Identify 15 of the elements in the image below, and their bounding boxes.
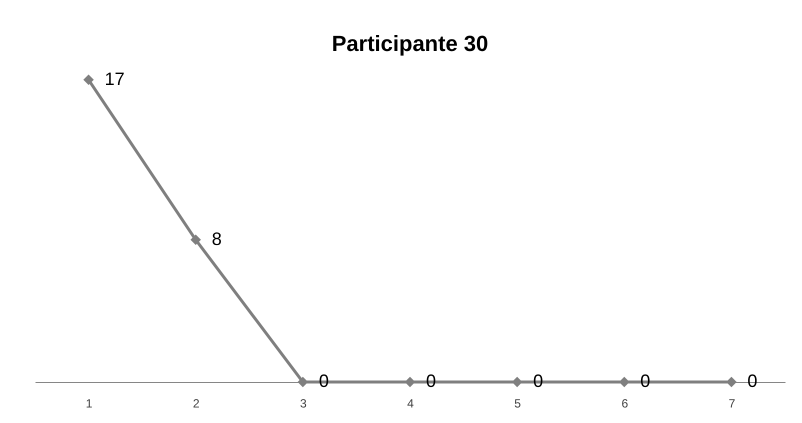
x-tick-label: 7 — [728, 396, 736, 410]
x-tick-label: 6 — [621, 396, 628, 410]
data-label: 0 — [533, 371, 544, 391]
data-label: 17 — [104, 68, 125, 89]
x-tick-label: 1 — [86, 396, 93, 410]
x-tick-label: 2 — [192, 396, 200, 410]
x-tick-label: 3 — [300, 396, 308, 410]
data-label: 0 — [640, 371, 650, 391]
x-tick-label: 4 — [407, 396, 414, 410]
data-label: 0 — [318, 371, 329, 391]
x-tick-label: 5 — [514, 396, 522, 410]
data-label: 8 — [212, 228, 222, 249]
chart-title: Participante 30 — [332, 31, 488, 56]
data-label: 0 — [747, 371, 758, 391]
data-label: 0 — [426, 371, 436, 391]
